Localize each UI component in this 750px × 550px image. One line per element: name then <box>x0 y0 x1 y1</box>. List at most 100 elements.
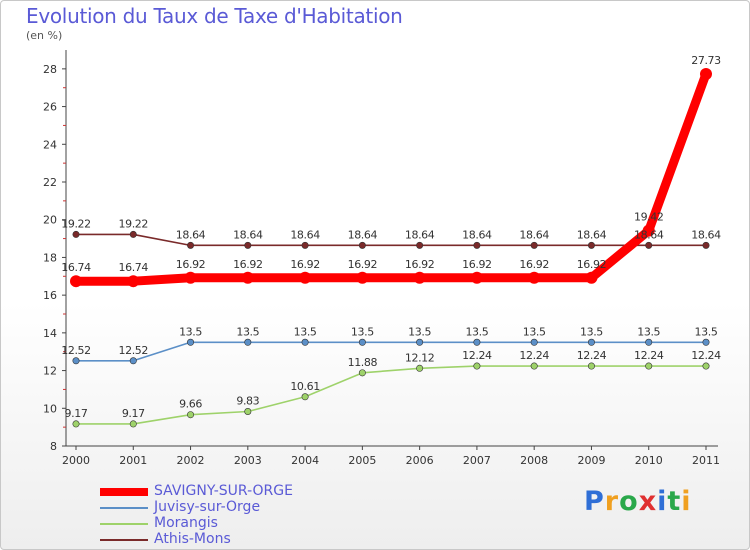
y-tick-label: 12 <box>43 365 57 378</box>
data-label: 18.64 <box>691 228 721 241</box>
x-tick-label: 2003 <box>234 454 262 467</box>
data-point <box>528 271 541 284</box>
series-line-1 <box>75 341 707 362</box>
data-point <box>129 357 137 365</box>
data-point <box>72 420 80 428</box>
data-label: 16.92 <box>176 258 206 271</box>
legend-swatch <box>100 507 148 509</box>
logo-letter: P <box>584 486 605 517</box>
data-label: 18.64 <box>634 228 664 241</box>
data-point <box>244 407 252 415</box>
legend-swatch <box>100 539 148 541</box>
data-label: 12.52 <box>119 344 149 357</box>
data-label: 11.88 <box>348 356 378 369</box>
data-label: 13.5 <box>637 325 660 338</box>
y-tick-label: 16 <box>43 289 57 302</box>
data-label: 12.24 <box>691 349 721 362</box>
proxiti-logo: Proxiti <box>584 486 692 517</box>
y-tick-label: 10 <box>43 402 57 415</box>
x-tick-label: 2001 <box>119 454 147 467</box>
legend-label: Athis-Mons <box>154 531 231 547</box>
data-point <box>187 241 195 249</box>
data-point <box>645 338 653 346</box>
data-point <box>585 271 598 284</box>
data-point <box>356 271 369 284</box>
data-label: 13.5 <box>294 325 317 338</box>
data-label: 13.5 <box>465 325 488 338</box>
x-tick-label: 2000 <box>62 454 90 467</box>
x-tick-label: 2008 <box>520 454 548 467</box>
series-line-2 <box>75 365 707 425</box>
data-point <box>645 362 653 370</box>
data-point <box>702 241 710 249</box>
data-point <box>301 338 309 346</box>
data-point <box>530 338 538 346</box>
data-point <box>299 271 312 284</box>
y-tick-label: 22 <box>43 176 57 189</box>
data-point <box>301 393 309 401</box>
data-point <box>187 338 195 346</box>
data-label: 18.64 <box>176 228 206 241</box>
data-point <box>642 224 655 237</box>
y-tick-label: 24 <box>43 138 57 151</box>
data-label: 18.64 <box>290 228 320 241</box>
data-point <box>129 230 137 238</box>
y-tick-label: 28 <box>43 63 57 76</box>
data-point <box>473 241 481 249</box>
data-point <box>358 241 366 249</box>
data-point <box>241 271 254 284</box>
data-label: 13.5 <box>236 325 259 338</box>
data-label: 16.92 <box>405 258 435 271</box>
data-point <box>244 338 252 346</box>
data-label: 16.92 <box>519 258 549 271</box>
legend-label: SAVIGNY-SUR-ORGE <box>154 483 293 499</box>
data-label: 18.64 <box>348 228 378 241</box>
data-point <box>473 338 481 346</box>
data-label: 13.5 <box>580 325 603 338</box>
x-tick-label: 2007 <box>463 454 491 467</box>
data-label: 13.5 <box>179 325 202 338</box>
y-tick-label: 14 <box>43 327 57 340</box>
data-point <box>587 241 595 249</box>
legend-swatch <box>100 523 148 525</box>
series-line-0 <box>71 69 711 286</box>
data-point <box>645 241 653 249</box>
data-point <box>702 362 710 370</box>
y-tick-label: 18 <box>43 251 57 264</box>
data-label: 9.17 <box>122 407 145 420</box>
data-point <box>473 362 481 370</box>
data-point <box>530 241 538 249</box>
data-label: 27.73 <box>691 54 721 67</box>
x-tick-label: 2004 <box>291 454 319 467</box>
data-label: 16.74 <box>61 261 91 274</box>
data-point <box>416 364 424 372</box>
logo-letter: x <box>638 486 658 517</box>
data-label: 18.64 <box>519 228 549 241</box>
data-point <box>530 362 538 370</box>
logo-letter: i <box>681 486 692 517</box>
logo-letter: t <box>667 486 682 517</box>
data-label: 19.42 <box>634 211 664 224</box>
data-point <box>129 420 137 428</box>
data-label: 12.24 <box>519 349 549 362</box>
data-point <box>587 362 595 370</box>
data-label: 12.24 <box>462 349 492 362</box>
data-point <box>416 241 424 249</box>
x-tick-label: 2002 <box>177 454 205 467</box>
series-line-3 <box>75 233 707 247</box>
data-label: 18.64 <box>233 228 263 241</box>
data-label: 12.24 <box>577 349 607 362</box>
data-label: 12.52 <box>61 344 91 357</box>
data-point <box>72 230 80 238</box>
data-point <box>184 271 197 284</box>
logo-letter: o <box>619 486 639 517</box>
data-label: 12.12 <box>405 351 435 364</box>
data-point <box>413 271 426 284</box>
chart-unit-label: (en %) <box>26 29 63 42</box>
legend-label: Morangis <box>154 515 218 531</box>
y-tick-label: 20 <box>43 214 57 227</box>
logo-letter: r <box>604 486 620 517</box>
data-label: 16.92 <box>348 258 378 271</box>
data-label: 12.24 <box>634 349 664 362</box>
data-label: 13.5 <box>351 325 374 338</box>
